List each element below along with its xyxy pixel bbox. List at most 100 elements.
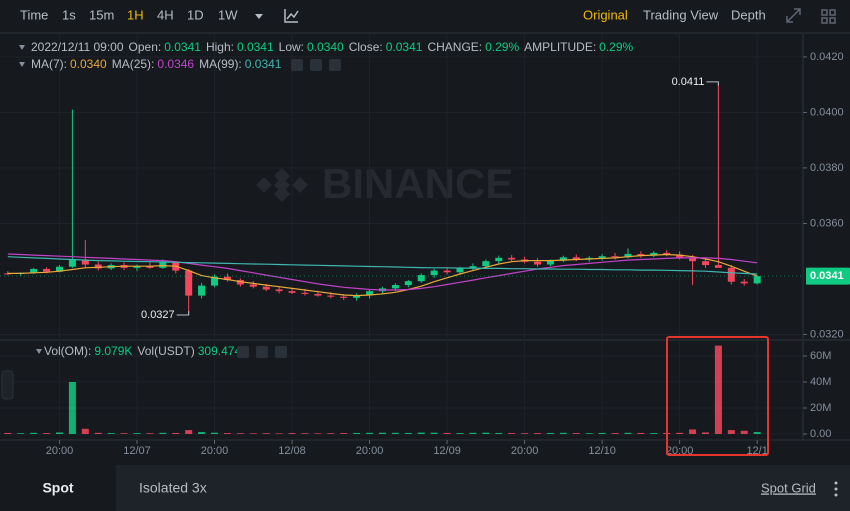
legend-label: High: bbox=[206, 40, 234, 54]
close-button[interactable] bbox=[275, 346, 287, 358]
candle-body bbox=[211, 276, 219, 286]
volume-bar bbox=[676, 432, 684, 434]
tab-active[interactable]: Spot bbox=[42, 480, 73, 496]
hide-button[interactable] bbox=[310, 59, 322, 71]
volume-bar bbox=[301, 433, 309, 434]
y-tick-label: 0.0400 bbox=[810, 106, 844, 118]
candle-body bbox=[482, 261, 490, 267]
volume-bar bbox=[559, 432, 567, 434]
settings-button[interactable] bbox=[291, 59, 303, 71]
spot-grid-link[interactable]: Spot Grid bbox=[761, 480, 816, 495]
highlight-box bbox=[666, 336, 769, 456]
volume-bar bbox=[727, 430, 735, 434]
volume-bar bbox=[211, 432, 219, 434]
candle-body bbox=[753, 276, 761, 284]
volume-bar bbox=[198, 432, 206, 434]
candle-body bbox=[740, 281, 748, 284]
volume-bar bbox=[223, 433, 231, 434]
toolbar: Time 1s 15m 1H 4H 1D 1W Original Trading… bbox=[0, 7, 850, 34]
y-tick-label: 0.0380 bbox=[810, 162, 844, 174]
interval[interactable]: 1W bbox=[218, 7, 238, 22]
moving-average-line bbox=[7, 253, 758, 291]
x-tick-label: 12/09 bbox=[433, 445, 461, 457]
x-tick-label: 20:00 bbox=[511, 445, 539, 457]
volume-bar bbox=[443, 432, 451, 434]
candle-body bbox=[546, 260, 554, 265]
candle-body bbox=[327, 295, 335, 297]
interval[interactable]: 1s bbox=[62, 7, 76, 22]
view-active[interactable]: Original bbox=[583, 7, 628, 22]
volume-bar bbox=[146, 433, 154, 434]
candle-body bbox=[198, 285, 206, 296]
volume-bar bbox=[701, 432, 709, 434]
volume-bar bbox=[598, 432, 606, 434]
candle-body bbox=[340, 296, 348, 298]
candle-body bbox=[30, 268, 38, 273]
candle-body bbox=[223, 276, 231, 281]
side-handle[interactable] bbox=[1, 370, 14, 400]
volume-bar bbox=[353, 432, 361, 434]
volume-bar bbox=[650, 433, 658, 434]
interval[interactable]: Time bbox=[20, 7, 48, 22]
x-tick-label: 20:00 bbox=[201, 445, 229, 457]
volume-bar bbox=[469, 432, 477, 434]
volume-bar bbox=[120, 433, 128, 434]
layout-icon[interactable] bbox=[821, 9, 836, 24]
volume-tick-label: 60M bbox=[810, 350, 831, 362]
volume-bar bbox=[495, 432, 503, 434]
x-tick-label: 12/07 bbox=[123, 445, 151, 457]
indicator-icon[interactable] bbox=[284, 9, 299, 23]
interval[interactable]: 4H bbox=[157, 7, 174, 22]
y-tick-label: 0.0320 bbox=[810, 328, 844, 340]
volume-bar bbox=[4, 432, 12, 434]
candle-body bbox=[663, 252, 671, 255]
candle-body bbox=[534, 261, 542, 265]
interval-active[interactable]: 1H bbox=[127, 7, 144, 22]
legend-label: AMPLITUDE: bbox=[524, 40, 596, 54]
candle-body bbox=[275, 289, 283, 292]
more-menu[interactable] bbox=[834, 481, 838, 497]
x-tick-label: 20:00 bbox=[666, 445, 694, 457]
settings-button[interactable] bbox=[237, 346, 249, 358]
candle-body bbox=[94, 264, 102, 269]
moving-average-line bbox=[7, 253, 758, 297]
candle-body bbox=[508, 257, 516, 260]
legend-value: 0.0341 bbox=[386, 40, 423, 54]
legend-toggle[interactable] bbox=[19, 45, 25, 50]
interval[interactable]: 15m bbox=[89, 7, 114, 22]
candle-body bbox=[353, 295, 361, 298]
candle-body bbox=[430, 270, 438, 276]
volume-bar bbox=[288, 433, 296, 434]
vol-toggle[interactable] bbox=[36, 349, 42, 354]
volume-bar bbox=[185, 430, 193, 434]
candle-body bbox=[288, 291, 296, 293]
view[interactable]: Depth bbox=[731, 7, 766, 22]
volume-bar bbox=[159, 432, 167, 434]
volume-bar bbox=[249, 433, 257, 434]
legend-value: 0.0341 bbox=[245, 57, 282, 71]
candle-body bbox=[249, 284, 257, 287]
more-intervals[interactable] bbox=[255, 14, 263, 19]
legend-label: Open: bbox=[129, 40, 162, 54]
close-button[interactable] bbox=[329, 59, 341, 71]
candle-body bbox=[650, 252, 658, 256]
volume-bar bbox=[611, 433, 619, 434]
hide-button[interactable] bbox=[256, 346, 268, 358]
volume-tick-label: 20M bbox=[810, 402, 831, 414]
volume-bar bbox=[534, 433, 542, 434]
candle-body bbox=[185, 270, 193, 296]
ma-toggle[interactable] bbox=[19, 62, 25, 67]
candle-body bbox=[495, 257, 503, 262]
candle-body bbox=[133, 266, 141, 268]
candle-body bbox=[391, 285, 399, 289]
fullscreen-icon[interactable] bbox=[786, 8, 801, 23]
moving-average-line bbox=[7, 256, 758, 275]
candle-body bbox=[598, 256, 606, 258]
interval[interactable]: 1D bbox=[187, 7, 204, 22]
tab[interactable]: Isolated 3x bbox=[139, 480, 207, 496]
view[interactable]: Trading View bbox=[643, 7, 719, 22]
candle-body bbox=[404, 281, 412, 286]
legend-label: CHANGE: bbox=[427, 40, 482, 54]
candle-body bbox=[417, 275, 425, 282]
